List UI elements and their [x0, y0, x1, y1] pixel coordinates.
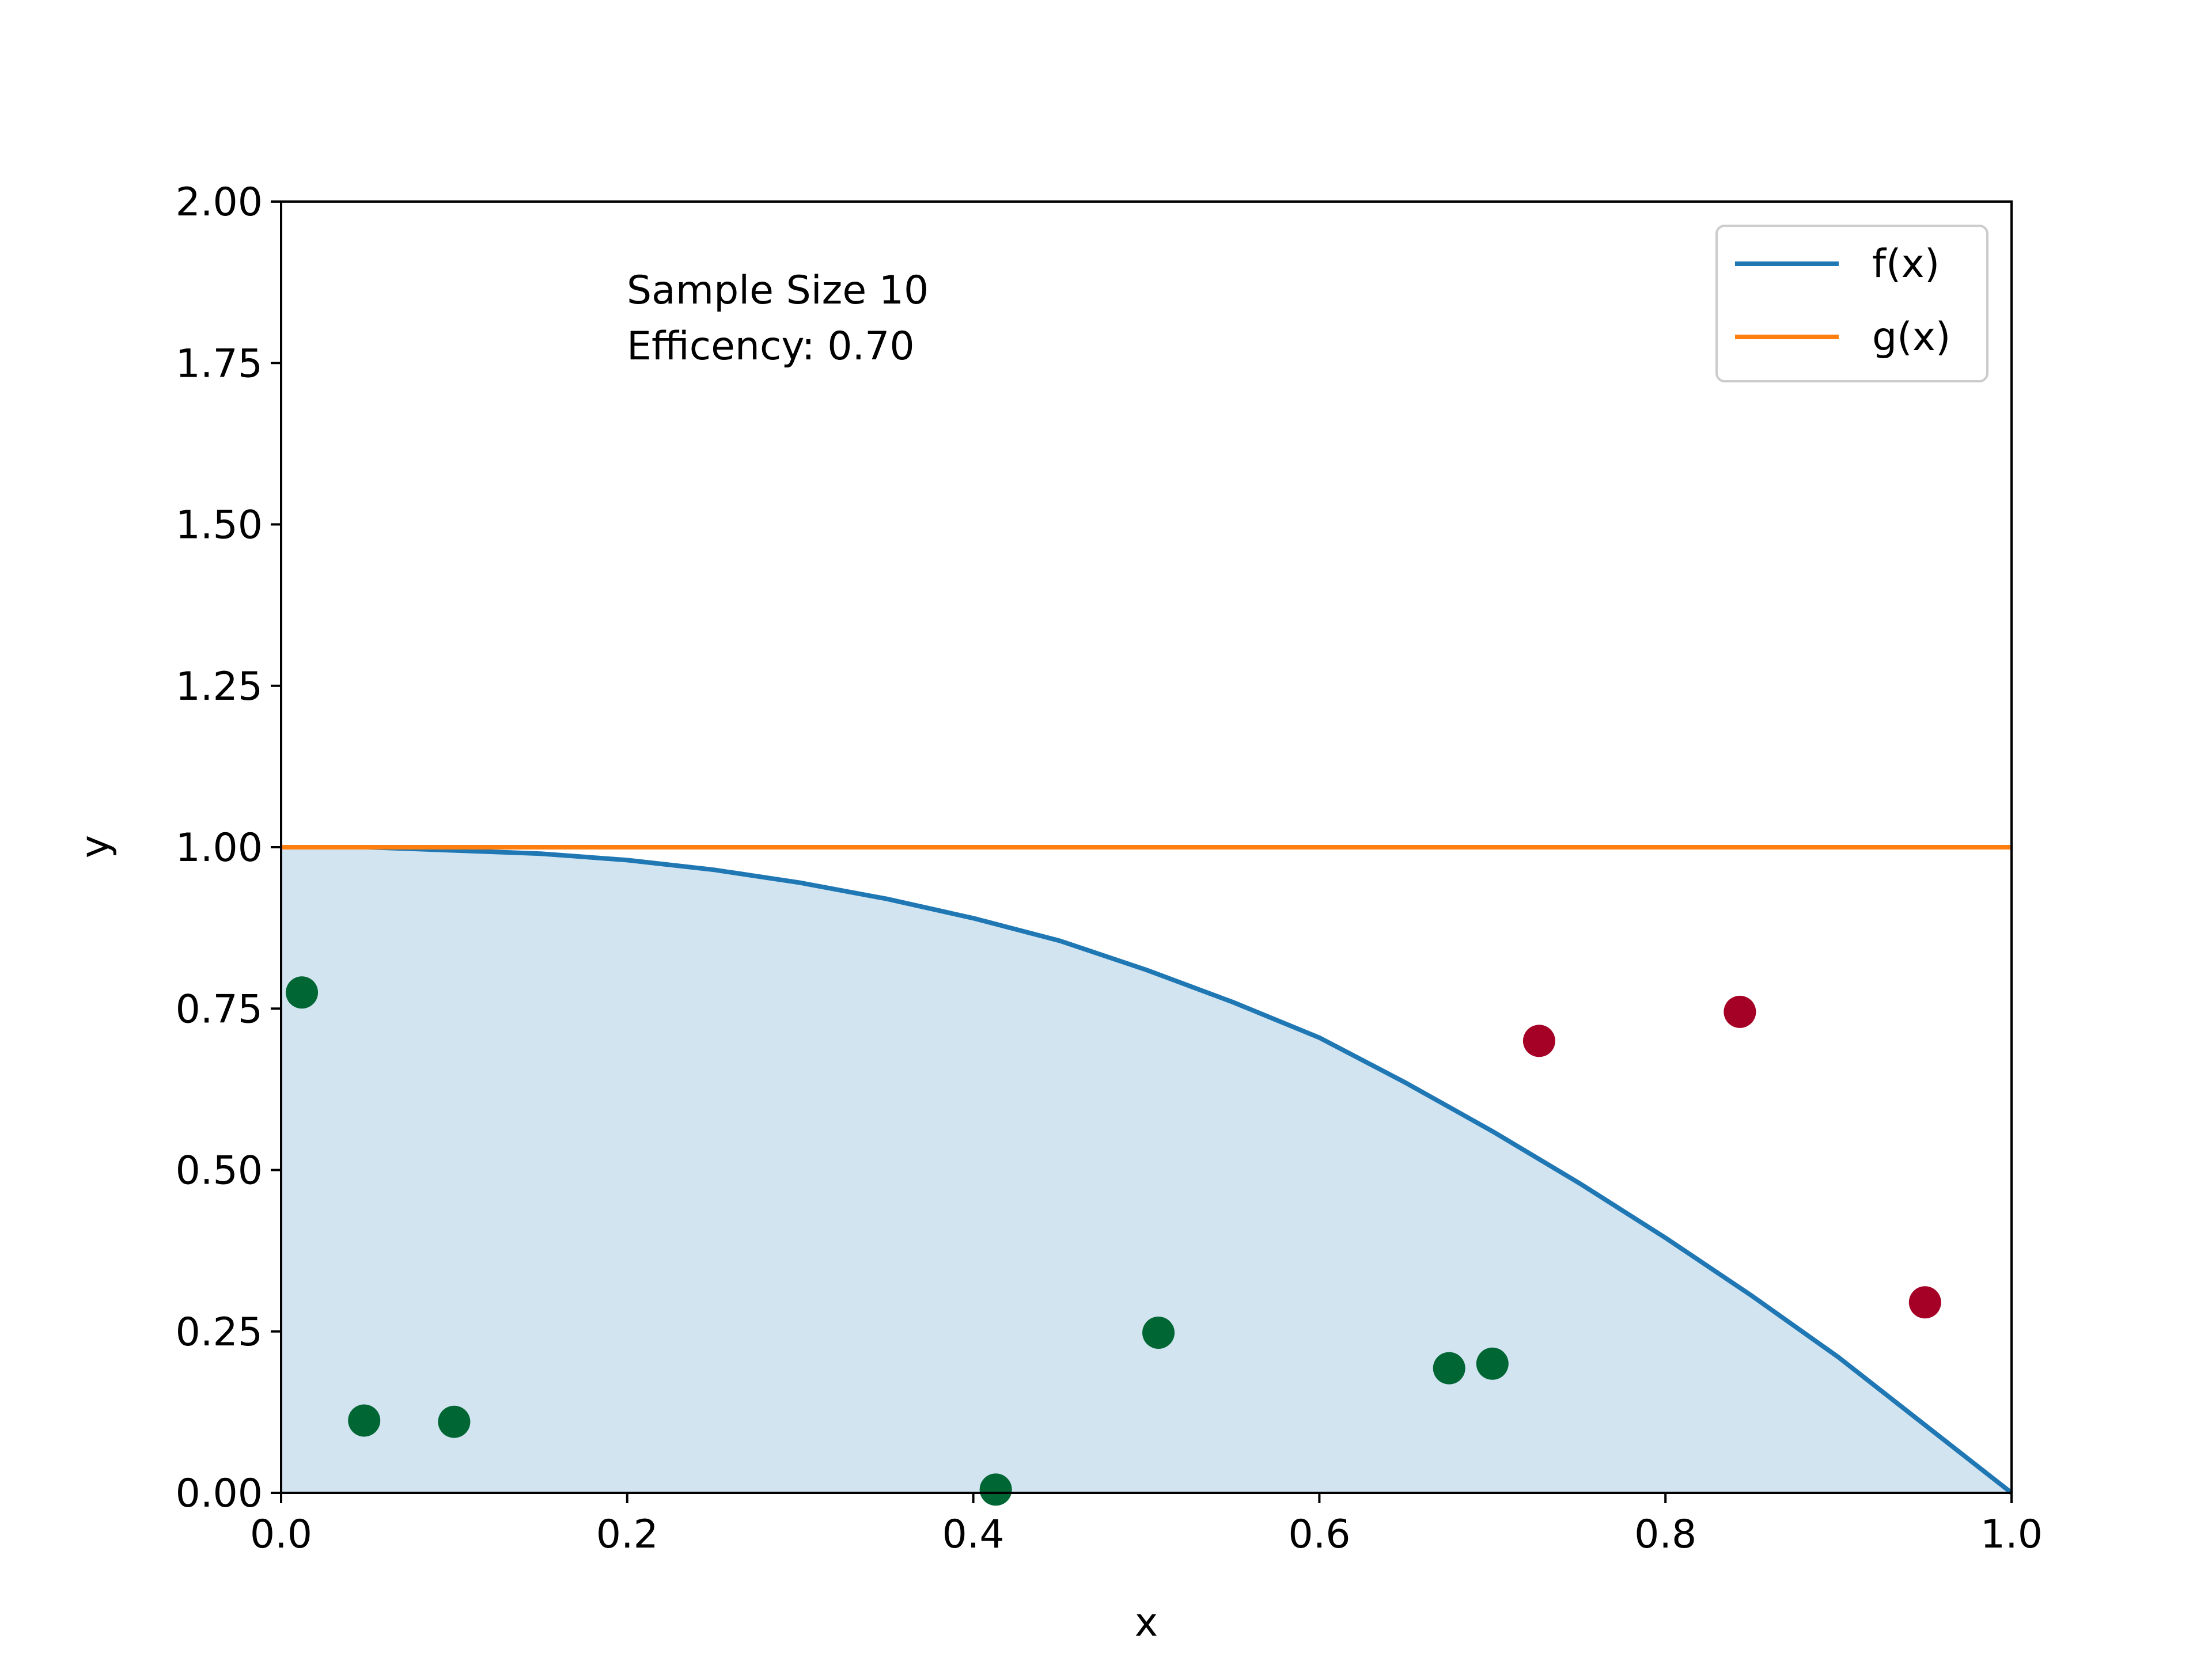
accepted-point [286, 976, 319, 1009]
series-line-0 [281, 845, 2013, 1495]
x-tick-label: 0.0 [250, 1512, 312, 1557]
x-tick-label: 1.0 [1980, 1512, 2043, 1557]
x-tick-label: 0.2 [596, 1512, 658, 1557]
rejected-point [1724, 995, 1756, 1028]
y-tick-label: 1.75 [176, 341, 263, 386]
legend-label-f: f(x) [1872, 241, 1940, 287]
y-tick-label: 1.00 [176, 825, 263, 871]
accepted-point [348, 1404, 381, 1437]
legend-label-g: g(x) [1872, 314, 1950, 360]
y-axis-ticks: 0.00 0.25 0.50 0.75 1.00 1.25 1.50 1.75 2.00 [176, 180, 281, 1516]
x-tick-label: 0.4 [942, 1512, 1005, 1557]
accepted-point [1433, 1352, 1465, 1385]
y-tick-label: 0.25 [176, 1310, 263, 1355]
y-tick-label: 0.75 [176, 987, 263, 1032]
y-tick-label: 0.50 [176, 1148, 263, 1194]
series-fill-0 [281, 847, 2012, 1493]
y-tick-label: 1.50 [176, 503, 263, 548]
y-axis-title: y [73, 835, 118, 858]
accepted-point [1476, 1347, 1509, 1380]
annotation-sample-size: Sample Size 10 [627, 268, 929, 313]
plot-layer [281, 845, 2013, 1495]
accepted-point [438, 1405, 471, 1438]
legend: f(x) g(x) [1715, 225, 1988, 382]
annotation-efficiency: Efficency: 0.70 [627, 324, 915, 369]
y-tick-label: 2.00 [176, 180, 263, 225]
accepted-point [1142, 1316, 1175, 1349]
rejected-point [1908, 1286, 1941, 1319]
y-tick-label: 1.25 [176, 664, 263, 710]
rejected-point [1522, 1025, 1555, 1057]
x-tick-label: 0.6 [1288, 1512, 1350, 1557]
x-axis-ticks: 0.0 0.2 0.4 0.6 0.8 1.0 [250, 1493, 2043, 1557]
accepted-point [979, 1473, 1012, 1506]
x-axis-title: x [1135, 1600, 1158, 1645]
x-tick-label: 0.8 [1634, 1512, 1696, 1557]
points-layer [286, 976, 1941, 1506]
y-tick-label: 0.00 [176, 1471, 263, 1516]
